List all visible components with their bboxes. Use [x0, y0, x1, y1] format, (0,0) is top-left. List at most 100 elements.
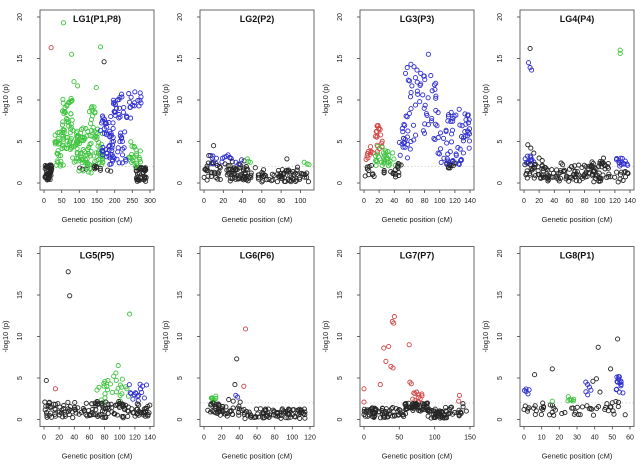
data-point — [119, 160, 125, 166]
data-point — [252, 165, 258, 171]
data-point — [531, 175, 537, 181]
data-point — [298, 407, 304, 413]
data-point — [101, 126, 107, 132]
data-point — [115, 149, 121, 155]
data-point — [374, 128, 380, 135]
data-points-layer — [362, 51, 473, 180]
data-point — [105, 410, 111, 416]
data-point — [617, 172, 624, 178]
x-tick-label: 80 — [271, 435, 279, 442]
data-point — [129, 143, 135, 149]
data-point — [242, 326, 249, 332]
panel-title: LG4(P4) — [560, 14, 595, 24]
data-point — [102, 121, 108, 127]
scatter-plot: 0 50 100 150 200 250 300 0 5 10 15 20 Genetic positi… — [1, 9, 156, 224]
data-point — [620, 160, 627, 166]
y-tick-label: 0 — [17, 417, 24, 421]
data-point — [239, 157, 245, 163]
data-point — [74, 151, 80, 157]
data-point — [620, 390, 626, 396]
data-point — [241, 412, 247, 418]
data-point — [589, 406, 595, 412]
data-point — [611, 411, 617, 417]
data-point — [391, 320, 397, 326]
data-point — [271, 172, 277, 178]
scatter-plot: 0 50 100 150 0 5 10 15 20 Genetic position (cM) -l… — [321, 246, 476, 461]
data-point — [463, 408, 469, 414]
data-point — [302, 174, 308, 180]
data-point — [432, 86, 438, 93]
data-point — [101, 414, 107, 421]
x-tick-label: 100 — [429, 435, 441, 442]
data-point — [597, 389, 603, 395]
data-point — [460, 150, 466, 156]
data-point — [128, 391, 134, 397]
data-point — [121, 406, 128, 412]
y-tick-label: 15 — [177, 55, 184, 63]
plot-box — [199, 9, 315, 191]
data-point — [129, 406, 135, 412]
data-point — [270, 407, 276, 413]
data-point — [600, 155, 607, 161]
data-point — [97, 167, 103, 173]
data-point — [96, 412, 102, 418]
x-tick-label: 40 — [235, 435, 243, 442]
data-point — [391, 156, 397, 162]
data-points-layer — [205, 326, 308, 422]
data-point — [545, 172, 551, 178]
data-point — [412, 75, 418, 81]
data-point — [617, 47, 623, 53]
data-point — [374, 134, 380, 140]
data-point — [232, 382, 238, 388]
data-point — [590, 171, 596, 177]
data-point — [262, 406, 269, 412]
data-point — [147, 402, 153, 408]
data-point — [116, 115, 122, 121]
data-point — [455, 145, 461, 151]
data-point — [69, 51, 75, 57]
data-point — [94, 157, 100, 164]
y-tick-label: 15 — [17, 291, 24, 299]
data-point — [417, 99, 423, 105]
data-point — [391, 314, 397, 320]
data-point — [56, 409, 63, 415]
data-point — [598, 161, 604, 167]
data-point — [108, 113, 114, 120]
data-point — [236, 161, 242, 167]
data-point — [60, 100, 66, 106]
data-point — [618, 381, 624, 387]
data-point — [135, 174, 141, 180]
data-point — [400, 412, 406, 418]
data-point — [462, 129, 468, 135]
data-point — [60, 162, 66, 168]
data-point — [61, 127, 67, 133]
data-points-layer — [201, 143, 312, 185]
data-point — [421, 105, 427, 111]
data-point — [590, 160, 596, 166]
y-axis-label: -log10 (p) — [321, 83, 330, 116]
y-tick-label: 5 — [17, 139, 24, 143]
data-point — [574, 404, 580, 410]
x-tick-label: 80 — [581, 198, 589, 205]
data-point — [437, 146, 444, 152]
x-tick-label: 20 — [555, 435, 563, 442]
data-point — [87, 133, 93, 139]
data-point — [222, 411, 228, 417]
data-point — [445, 112, 452, 118]
data-point — [383, 358, 389, 364]
data-point — [133, 147, 139, 153]
data-point — [91, 411, 97, 417]
data-point — [592, 175, 598, 182]
data-point — [85, 128, 91, 134]
data-point — [81, 134, 87, 140]
data-point — [253, 406, 259, 412]
data-point — [207, 409, 214, 415]
data-point — [144, 382, 150, 388]
data-point — [422, 121, 428, 127]
data-point — [92, 166, 98, 172]
data-point — [399, 126, 405, 132]
data-point — [52, 132, 58, 138]
panel-lg2-p2: 0 20 40 60 80 100 0 5 10 15 20 Genetic position (cM… — [160, 0, 320, 236]
data-point — [295, 407, 301, 413]
data-point — [405, 128, 411, 134]
